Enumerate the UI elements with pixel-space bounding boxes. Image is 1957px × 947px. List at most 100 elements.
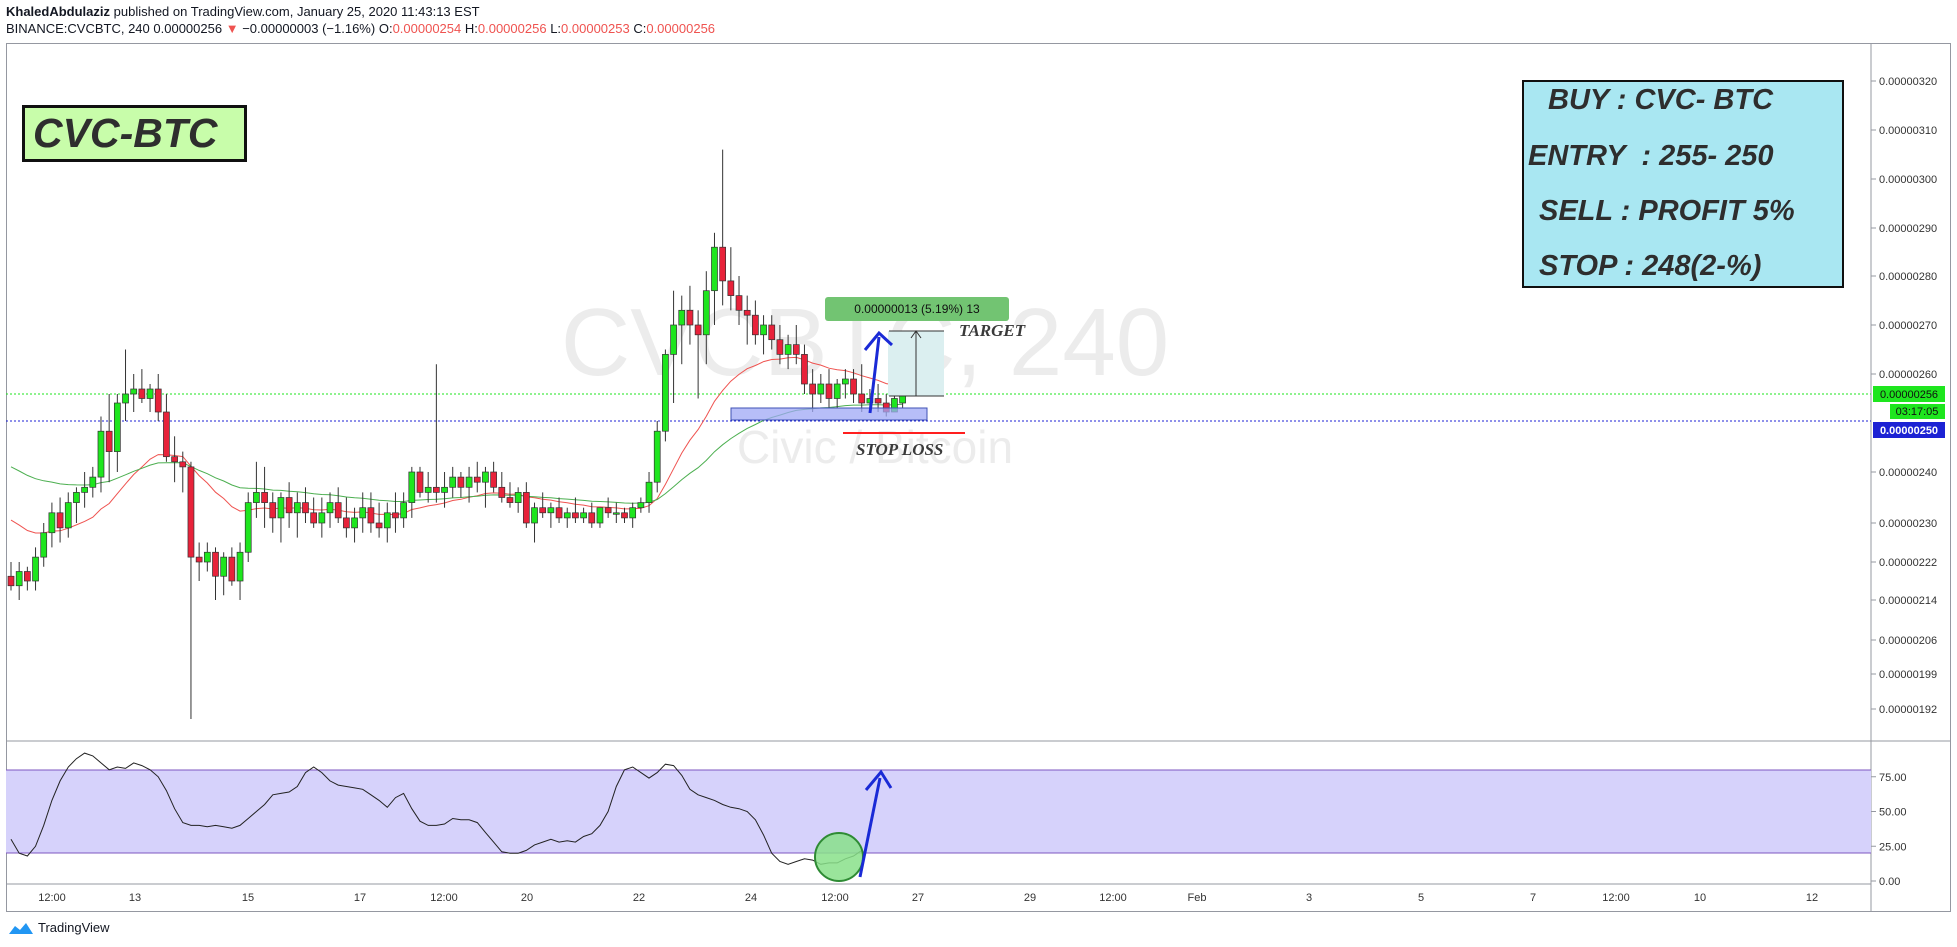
candle bbox=[383, 502, 391, 543]
time-tick-label: 12:00 bbox=[1602, 892, 1630, 904]
tradingview-brand[interactable]: TradingView bbox=[8, 920, 110, 935]
candle-body bbox=[105, 430, 113, 452]
candle-body bbox=[203, 551, 211, 563]
candle bbox=[817, 374, 825, 403]
candle-body bbox=[522, 492, 530, 524]
candle-body bbox=[343, 517, 350, 529]
time-tick-label: 3 bbox=[1306, 892, 1312, 904]
publish-line: KhaledAbdulaziz published on TradingView… bbox=[6, 4, 480, 19]
candle bbox=[768, 315, 776, 350]
candle bbox=[539, 492, 547, 518]
candle bbox=[457, 472, 465, 498]
candle-body bbox=[277, 497, 285, 519]
candle bbox=[555, 497, 563, 523]
symbol-label[interactable]: BINANCE:CVCBTC, 240 bbox=[6, 21, 150, 36]
candle-body bbox=[735, 295, 743, 311]
candle bbox=[228, 547, 236, 586]
entry-zone[interactable] bbox=[730, 407, 928, 421]
measure-badge bbox=[825, 297, 1009, 321]
candle-body bbox=[645, 481, 653, 503]
candle-body bbox=[89, 476, 97, 488]
price-tick-label: 0.00000214 bbox=[1879, 595, 1937, 607]
candle-body bbox=[801, 354, 808, 385]
watermark-name: Civic / Bitcoin bbox=[737, 421, 1013, 473]
time-axis[interactable]: 12:00 13 15 17 12:00 20 22 24 12:00 27 29 12:00 Feb 3… bbox=[38, 892, 1818, 904]
candle-body bbox=[490, 471, 497, 488]
candle-body bbox=[850, 378, 857, 395]
candle bbox=[113, 394, 121, 472]
trade-entry: ENTRY : 255- 250 bbox=[1528, 140, 1774, 172]
rsi-oversold-circle[interactable] bbox=[814, 832, 864, 882]
ticker-box[interactable]: CVC-BTC bbox=[22, 105, 247, 162]
candle bbox=[850, 369, 857, 403]
price-tick-label: 0.00000320 bbox=[1879, 76, 1937, 88]
trade-plan-box[interactable]: BUY : CVC- BTC ENTRY : 255- 250 SELL : P… bbox=[1522, 80, 1844, 288]
candle-body bbox=[334, 502, 342, 519]
candle bbox=[97, 416, 105, 493]
trade-stop: STOP : 248(2-%) bbox=[1539, 250, 1762, 282]
brand-label: TradingView bbox=[38, 920, 110, 935]
candle bbox=[580, 507, 587, 523]
candle bbox=[408, 466, 416, 518]
candle bbox=[343, 497, 350, 538]
candle bbox=[187, 461, 195, 719]
candle bbox=[64, 492, 72, 538]
candle-body bbox=[400, 502, 407, 519]
time-tick-label: 7 bbox=[1530, 892, 1536, 904]
time-tick-label: 12 bbox=[1806, 892, 1818, 904]
candle-body bbox=[482, 471, 489, 483]
publish-info: published on TradingView.com, January 25… bbox=[110, 4, 480, 19]
candle bbox=[24, 566, 31, 591]
low-value: 0.00000253 bbox=[561, 21, 630, 36]
ema-fast-line bbox=[10, 356, 903, 534]
candle bbox=[400, 492, 407, 528]
author-name[interactable]: KhaledAbdulaziz bbox=[6, 4, 111, 19]
moving-averages bbox=[10, 356, 903, 534]
time-tick-label: 12:00 bbox=[430, 892, 458, 904]
target-arrow-icon[interactable] bbox=[868, 336, 881, 414]
candle-body bbox=[449, 476, 457, 488]
candle-body bbox=[473, 476, 481, 483]
candle-body bbox=[375, 522, 383, 529]
candle-body bbox=[40, 532, 48, 558]
candle-body bbox=[743, 309, 751, 316]
candle-body bbox=[711, 246, 718, 292]
candle-body bbox=[572, 512, 579, 519]
chart-frame bbox=[6, 43, 1951, 912]
candle-body bbox=[539, 507, 547, 514]
candle bbox=[32, 547, 39, 591]
trade-sell: SELL : PROFIT 5% bbox=[1539, 195, 1795, 227]
candle bbox=[81, 472, 88, 508]
candle bbox=[833, 379, 841, 408]
candle-body bbox=[760, 324, 767, 336]
candle-body bbox=[383, 512, 391, 529]
candle bbox=[449, 466, 457, 498]
candle bbox=[801, 344, 808, 394]
candle bbox=[171, 436, 178, 483]
candle bbox=[351, 507, 358, 543]
candle-body bbox=[457, 476, 465, 488]
candle-body bbox=[163, 411, 170, 458]
candle bbox=[220, 552, 228, 596]
candle-body bbox=[318, 512, 326, 524]
candle bbox=[629, 502, 637, 528]
candle-body bbox=[817, 383, 825, 395]
candle-body bbox=[424, 486, 432, 493]
price-tick-label: 0.00000310 bbox=[1879, 125, 1937, 137]
rsi-arrow-icon[interactable] bbox=[858, 777, 882, 878]
candle-body bbox=[48, 512, 56, 534]
candle bbox=[482, 466, 489, 508]
candle bbox=[416, 466, 424, 498]
candle-body bbox=[236, 551, 244, 582]
price-axis[interactable]: 0.00000320 0.00000310 0.00000300 0.00000290… bbox=[1871, 76, 1937, 716]
candle bbox=[465, 466, 473, 503]
rsi-axis[interactable]: 75.00 50.00 25.00 0.00 bbox=[1871, 772, 1907, 888]
candle-body bbox=[842, 378, 849, 385]
candle-body bbox=[531, 507, 538, 524]
candle bbox=[367, 492, 375, 533]
price-tick-label: 0.00000206 bbox=[1879, 635, 1937, 647]
candle-body bbox=[809, 383, 816, 395]
candle bbox=[653, 421, 661, 493]
price-tick-label: 0.00000199 bbox=[1879, 669, 1937, 681]
